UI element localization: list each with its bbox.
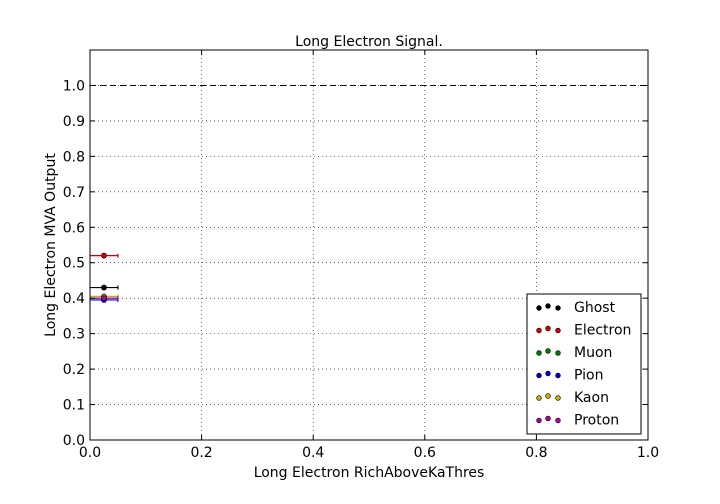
legend-marker-kaon [545, 393, 551, 399]
y-tick-label: 0.0 [63, 433, 85, 449]
y-tick-label: 0.7 [63, 185, 85, 201]
x-tick-label: 0.6 [414, 445, 436, 461]
point-proton [101, 295, 107, 302]
legend-box [526, 293, 642, 435]
y-tick-label: 0.6 [63, 220, 85, 236]
y-tick-label: 0.4 [63, 291, 85, 307]
x-tick-label: 0.2 [190, 445, 212, 461]
legend-marker-pion [536, 372, 542, 379]
point-ghost [101, 284, 107, 291]
legend-marker-ghost [545, 303, 551, 309]
legend-marker-electron [545, 325, 551, 332]
chart-title: Long Electron Signal. [295, 34, 443, 50]
legend-marker-proton [545, 415, 551, 422]
y-axis-label: Long Electron MVA Output [43, 153, 59, 337]
legend-label-ghost: Ghost [574, 300, 616, 316]
legend-marker-kaon [536, 395, 542, 401]
point-electron [101, 252, 107, 259]
legend-marker-electron [555, 327, 561, 334]
y-tick-label: 1.0 [63, 78, 85, 94]
y-tick-label: 0.8 [63, 149, 85, 165]
data-points [90, 252, 119, 303]
legend-marker-muon [536, 350, 542, 356]
legend: Ghost Electron Muon Pion Kaon Proton [526, 293, 642, 435]
axis-ticks: 0.0 0.2 0.4 0.6 0.8 1.0 0.0 0.1 0.2 0.3 0.4 0.5 0.6 0… [63, 50, 659, 461]
y-tick-label: 0.3 [63, 327, 85, 343]
legend-marker-proton [536, 417, 542, 424]
legend-marker-proton [555, 417, 561, 424]
y-tick-label: 0.1 [63, 398, 85, 414]
legend-label-pion: Pion [574, 368, 603, 384]
legend-marker-pion [545, 370, 551, 377]
legend-label-electron: Electron [574, 323, 631, 339]
legend-marker-muon [555, 350, 561, 356]
y-tick-label: 0.2 [63, 362, 85, 378]
legend-label-kaon: Kaon [574, 390, 609, 406]
x-tick-label: 0.0 [79, 445, 101, 461]
plot-area [89, 49, 649, 441]
legend-marker-ghost [555, 305, 561, 311]
x-tick-label: 0.8 [525, 445, 547, 461]
x-axis-label: Long Electron RichAboveKaThres [254, 465, 485, 481]
legend-marker-electron [536, 327, 542, 334]
legend-marker-muon [545, 348, 551, 354]
legend-marker-kaon [555, 395, 561, 401]
legend-marker-pion [555, 372, 561, 379]
x-tick-label: 0.4 [302, 445, 324, 461]
y-tick-label: 0.9 [63, 114, 85, 130]
x-tick-label: 1.0 [637, 445, 659, 461]
legend-label-muon: Muon [574, 345, 612, 361]
y-tick-label: 0.5 [63, 256, 85, 272]
legend-label-proton: Proton [574, 413, 619, 429]
legend-marker-ghost [536, 305, 542, 311]
